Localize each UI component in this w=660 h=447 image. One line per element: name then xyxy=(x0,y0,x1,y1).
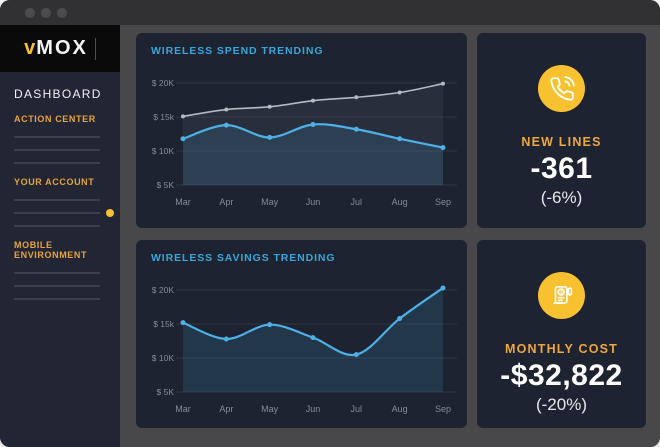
main-content: WIRELESS SPEND TRENDING $ 20K $ 15k $ 10K $… xyxy=(120,25,660,447)
svg-text:Aug: Aug xyxy=(392,197,408,207)
sidebar: v MOX DASHBOARD ACTION CENTER YOUR ACCOUNT… xyxy=(0,25,120,447)
logo-separator-bar xyxy=(94,37,96,60)
window-control-dot[interactable] xyxy=(57,8,67,18)
logo-text-v: v xyxy=(24,37,37,59)
phone-call-icon xyxy=(538,65,585,112)
svg-text:May: May xyxy=(261,404,279,414)
stat-value-new-lines: -361 xyxy=(530,152,593,185)
wireless-savings-trending-card: WIRELESS SAVINGS TRENDING $ 20K $ 15k $ 10… xyxy=(136,240,467,428)
logo-text-mox: MOX xyxy=(36,37,88,59)
monthly-cost-stat-card: $ MONTHLY COST -$32,822 (-20%) xyxy=(477,240,646,428)
sidebar-item-dashboard[interactable]: DASHBOARD xyxy=(14,87,102,101)
svg-text:$ 15k: $ 15k xyxy=(153,319,175,329)
window-controls xyxy=(25,8,67,18)
sidebar-menu-line-bar xyxy=(14,199,100,201)
sidebar-item-your-account[interactable]: YOUR ACCOUNT xyxy=(14,177,95,187)
sidebar-menu-line-bar xyxy=(14,285,100,287)
chart-title-wireless-savings: WIRELESS SAVINGS TRENDING xyxy=(151,252,336,264)
new-lines-stat-card: NEW LINES -361 (-6%) xyxy=(477,33,646,228)
sidebar-menu-line[interactable] xyxy=(14,272,100,274)
svg-text:$ 15k: $ 15k xyxy=(153,112,175,122)
svg-text:Mar: Mar xyxy=(175,404,191,414)
svg-text:Jun: Jun xyxy=(306,197,321,207)
svg-text:Jul: Jul xyxy=(351,197,363,207)
sidebar-item-action-center[interactable]: ACTION CENTER xyxy=(14,114,96,124)
sidebar-menu-line[interactable] xyxy=(14,199,100,201)
stat-label-new-lines: NEW LINES xyxy=(521,135,602,149)
sidebar-menu-line[interactable] xyxy=(14,298,100,300)
svg-text:Aug: Aug xyxy=(392,404,408,414)
window-control-dot[interactable] xyxy=(41,8,51,18)
svg-text:Jul: Jul xyxy=(351,404,363,414)
stat-delta-monthly-cost: (-20%) xyxy=(535,395,587,414)
sidebar-sections: ACTION CENTER YOUR ACCOUNT MOBILE ENVIRONM… xyxy=(0,114,120,300)
sidebar-menu-line[interactable] xyxy=(14,162,100,164)
svg-text:Sep: Sep xyxy=(435,404,451,414)
svg-text:Apr: Apr xyxy=(219,404,233,414)
svg-text:$ 5K: $ 5K xyxy=(157,180,175,190)
sidebar-menu-line[interactable] xyxy=(14,149,100,151)
sidebar-menu-line-bar xyxy=(14,272,100,274)
sidebar-menu-line-bar xyxy=(14,225,100,227)
sidebar-menu-line[interactable] xyxy=(14,225,100,227)
svg-text:Mar: Mar xyxy=(175,197,191,207)
svg-text:$: $ xyxy=(559,290,563,296)
svg-text:Sep: Sep xyxy=(435,197,451,207)
svg-text:$ 10K: $ 10K xyxy=(152,146,175,156)
svg-text:Apr: Apr xyxy=(219,197,233,207)
vmox-logo[interactable]: v MOX xyxy=(0,25,120,72)
sidebar-menu-line-bar xyxy=(14,136,100,138)
sidebar-menu-line[interactable] xyxy=(14,209,114,217)
sidebar-menu-line-bar xyxy=(14,212,100,214)
sidebar-item-mobile-environment[interactable]: MOBILE ENVIRONMENT xyxy=(14,240,88,260)
stat-delta-new-lines: (-6%) xyxy=(540,188,583,207)
stat-value-monthly-cost: -$32,822 xyxy=(500,359,623,392)
active-item-dot xyxy=(106,209,114,217)
svg-text:May: May xyxy=(261,197,279,207)
sidebar-menu-line-bar xyxy=(14,162,100,164)
wireless-spend-trending-card: WIRELESS SPEND TRENDING $ 20K $ 15k $ 10K $… xyxy=(136,33,467,228)
window-control-dot[interactable] xyxy=(25,8,35,18)
stat-label-monthly-cost: MONTHLY COST xyxy=(504,342,619,356)
svg-text:$ 5K: $ 5K xyxy=(157,387,175,397)
receipt-icon: $ xyxy=(538,272,585,319)
sidebar-menu-line-bar xyxy=(14,298,100,300)
sidebar-menu-line-bar xyxy=(14,149,100,151)
sidebar-menu-line[interactable] xyxy=(14,136,100,138)
window-titlebar xyxy=(0,0,660,25)
svg-text:$ 20K: $ 20K xyxy=(152,78,175,88)
sidebar-menu-line[interactable] xyxy=(14,285,100,287)
svg-text:$ 10K: $ 10K xyxy=(152,353,175,363)
svg-text:Jun: Jun xyxy=(306,404,321,414)
chart-title-wireless-spend: WIRELESS SPEND TRENDING xyxy=(151,45,324,57)
svg-text:$ 20K: $ 20K xyxy=(152,285,175,295)
